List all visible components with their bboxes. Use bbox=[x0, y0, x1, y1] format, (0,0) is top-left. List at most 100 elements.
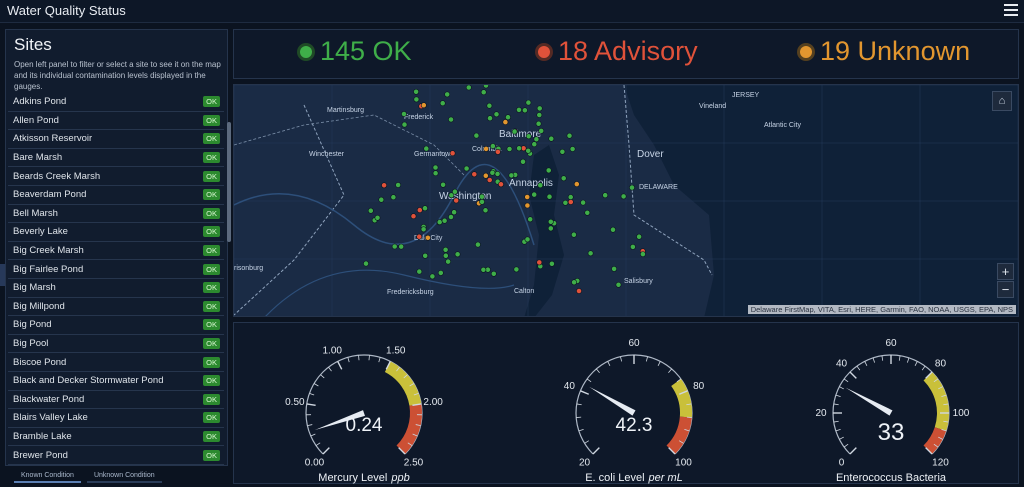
site-marker[interactable] bbox=[524, 236, 531, 243]
site-list-item[interactable]: Big Creek Marsh OK bbox=[8, 242, 224, 261]
site-marker[interactable] bbox=[535, 120, 542, 127]
site-marker[interactable] bbox=[401, 121, 408, 128]
site-marker[interactable] bbox=[506, 146, 513, 152]
site-marker[interactable] bbox=[629, 184, 635, 191]
site-marker[interactable] bbox=[547, 225, 554, 232]
site-marker[interactable] bbox=[420, 226, 427, 233]
site-marker[interactable] bbox=[639, 251, 646, 257]
site-marker[interactable] bbox=[473, 132, 480, 139]
site-marker[interactable] bbox=[521, 107, 528, 114]
site-list-item[interactable]: Big Millpond OK bbox=[8, 298, 224, 317]
site-marker[interactable] bbox=[471, 171, 478, 178]
site-marker[interactable] bbox=[451, 188, 458, 195]
site-marker[interactable] bbox=[439, 100, 446, 107]
site-marker[interactable] bbox=[493, 111, 500, 118]
site-marker[interactable] bbox=[429, 273, 436, 280]
site-marker[interactable] bbox=[416, 268, 423, 275]
site-marker[interactable] bbox=[480, 89, 487, 96]
site-marker[interactable] bbox=[453, 197, 460, 204]
home-icon[interactable]: ⌂ bbox=[992, 91, 1012, 111]
site-marker[interactable] bbox=[422, 205, 428, 212]
site-marker[interactable] bbox=[560, 175, 567, 182]
site-marker[interactable] bbox=[536, 112, 543, 118]
site-marker[interactable] bbox=[478, 193, 485, 200]
site-marker[interactable] bbox=[423, 145, 430, 152]
site-list-item[interactable]: Atkisson Reservoir OK bbox=[8, 130, 224, 149]
site-marker[interactable] bbox=[524, 202, 531, 209]
site-marker[interactable] bbox=[413, 88, 419, 95]
site-marker[interactable] bbox=[374, 214, 381, 221]
site-marker[interactable] bbox=[620, 193, 627, 200]
site-marker[interactable] bbox=[444, 91, 451, 98]
site-marker[interactable] bbox=[413, 96, 420, 103]
site-marker[interactable] bbox=[445, 258, 451, 265]
zoom-in-button[interactable]: + bbox=[997, 263, 1014, 280]
site-marker[interactable] bbox=[363, 260, 369, 267]
site-list-item[interactable]: Big Marsh OK bbox=[8, 279, 224, 298]
site-marker[interactable] bbox=[587, 250, 594, 257]
site-marker[interactable] bbox=[482, 207, 489, 214]
site-marker[interactable] bbox=[482, 172, 489, 179]
site-list-item[interactable]: Beaverdam Pond OK bbox=[8, 186, 224, 205]
site-marker[interactable] bbox=[487, 115, 493, 122]
site-marker[interactable] bbox=[424, 234, 431, 241]
panel-expand-handle[interactable] bbox=[0, 264, 5, 286]
site-marker[interactable] bbox=[536, 105, 543, 112]
site-list-item[interactable]: Blairs Valley Lake OK bbox=[8, 409, 224, 428]
site-marker[interactable] bbox=[490, 270, 497, 277]
site-marker[interactable] bbox=[440, 181, 446, 188]
site-marker[interactable] bbox=[505, 114, 511, 121]
site-marker[interactable] bbox=[513, 266, 520, 273]
site-list-item[interactable]: Bare Marsh OK bbox=[8, 149, 224, 168]
tab-known-condition[interactable]: Known Condition bbox=[14, 470, 81, 483]
site-marker[interactable] bbox=[546, 193, 553, 200]
site-marker[interactable] bbox=[525, 147, 532, 154]
site-list-item[interactable]: Big Pond OK bbox=[8, 316, 224, 335]
site-marker[interactable] bbox=[432, 164, 439, 171]
site-list-item[interactable]: Black and Decker Stormwater Pond OK bbox=[8, 372, 224, 391]
site-marker[interactable] bbox=[494, 149, 501, 155]
site-marker[interactable] bbox=[548, 260, 555, 267]
site-marker[interactable] bbox=[489, 169, 496, 176]
site-marker[interactable] bbox=[602, 192, 609, 199]
site-marker[interactable] bbox=[566, 132, 573, 139]
site-marker[interactable] bbox=[448, 214, 454, 220]
site-marker[interactable] bbox=[567, 199, 574, 205]
site-marker[interactable] bbox=[442, 246, 449, 253]
site-marker[interactable] bbox=[502, 119, 509, 125]
site-marker[interactable] bbox=[538, 128, 545, 134]
tab-unknown-condition[interactable]: Unknown Condition bbox=[86, 470, 162, 483]
site-marker[interactable] bbox=[525, 99, 532, 106]
site-marker[interactable] bbox=[449, 150, 456, 157]
map-view[interactable]: Martinsburg Frederick Baltimore Vineland JER… bbox=[233, 84, 1019, 317]
site-marker[interactable] bbox=[436, 219, 443, 225]
site-marker[interactable] bbox=[520, 158, 526, 165]
site-marker[interactable] bbox=[498, 181, 504, 188]
site-marker[interactable] bbox=[527, 216, 534, 223]
site-marker[interactable] bbox=[483, 146, 489, 152]
site-list-item[interactable]: Adkins Pond OK bbox=[8, 93, 224, 112]
site-marker[interactable] bbox=[381, 182, 387, 189]
site-marker[interactable] bbox=[401, 111, 407, 117]
site-marker[interactable] bbox=[442, 252, 449, 259]
site-marker[interactable] bbox=[536, 259, 543, 266]
site-list-item[interactable]: Big Fairlee Pond OK bbox=[8, 260, 224, 279]
site-marker[interactable] bbox=[483, 85, 489, 89]
site-marker[interactable] bbox=[451, 209, 457, 216]
site-marker[interactable] bbox=[629, 243, 636, 250]
site-marker[interactable] bbox=[545, 167, 552, 174]
site-list-item[interactable]: Beverly Lake OK bbox=[8, 223, 224, 242]
site-marker[interactable] bbox=[416, 233, 423, 240]
site-marker[interactable] bbox=[480, 266, 487, 273]
site-marker[interactable] bbox=[416, 207, 423, 213]
site-marker[interactable] bbox=[486, 102, 493, 109]
site-marker[interactable] bbox=[610, 226, 616, 233]
site-list-item[interactable]: Biscoe Pond OK bbox=[8, 353, 224, 372]
site-marker[interactable] bbox=[511, 128, 518, 135]
site-marker[interactable] bbox=[537, 182, 544, 189]
site-list-item[interactable]: Blackwater Pond OK bbox=[8, 391, 224, 410]
site-marker[interactable] bbox=[448, 116, 454, 123]
site-list-item[interactable]: Allen Pond OK bbox=[8, 112, 224, 131]
site-marker[interactable] bbox=[474, 241, 481, 248]
site-marker[interactable] bbox=[547, 218, 554, 225]
